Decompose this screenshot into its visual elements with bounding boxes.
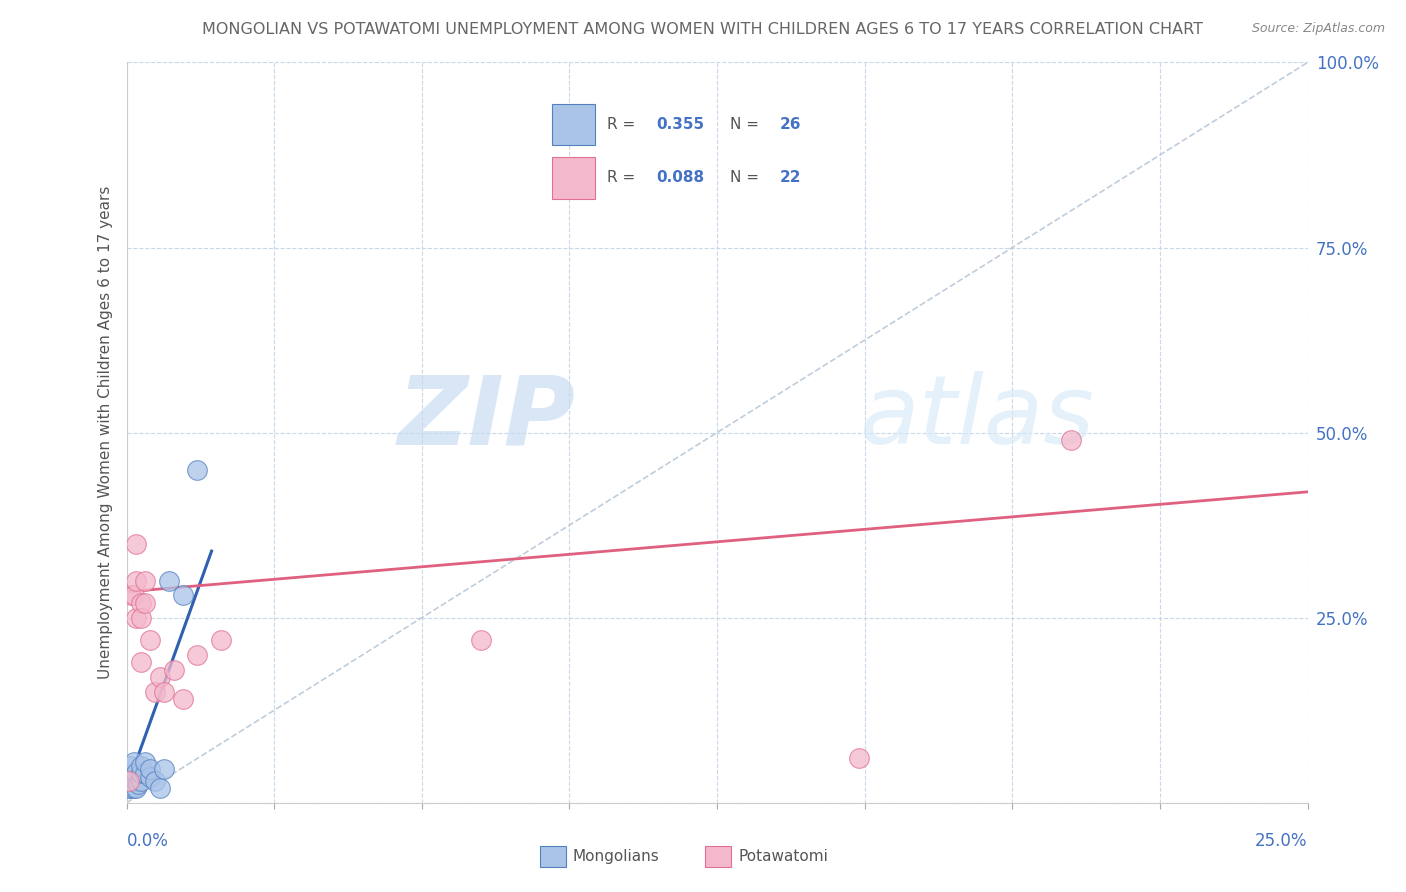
Point (163, 663, 186, 677)
Point (143, 773, 166, 788)
Point (153, 685, 176, 699)
Point (120, 773, 142, 788)
Point (125, 780, 148, 795)
Point (120, 589, 142, 603)
Point (120, 770, 142, 784)
Point (143, 685, 166, 699)
Point (129, 610, 152, 624)
Point (139, 770, 162, 784)
Point (129, 655, 152, 669)
Point (470, 632, 492, 647)
Point (122, 755, 145, 769)
Point (134, 596, 156, 610)
Point (139, 763, 162, 777)
Point (122, 589, 145, 603)
Text: atlas: atlas (859, 371, 1094, 465)
Point (125, 773, 148, 788)
Point (121, 773, 143, 788)
Point (120, 758, 142, 772)
Point (149, 780, 172, 795)
Point (149, 670, 172, 684)
Point (153, 763, 176, 777)
FancyBboxPatch shape (706, 847, 731, 867)
FancyBboxPatch shape (540, 847, 565, 867)
Point (129, 596, 152, 610)
Point (122, 780, 145, 795)
Point (134, 766, 156, 780)
Text: Source: ZipAtlas.com: Source: ZipAtlas.com (1251, 22, 1385, 36)
Text: ZIP: ZIP (398, 371, 575, 465)
Y-axis label: Unemployment Among Women with Children Ages 6 to 17 years: Unemployment Among Women with Children A… (97, 186, 112, 680)
Point (172, 589, 194, 603)
Point (127, 777, 149, 791)
Point (848, 751, 870, 765)
Point (129, 758, 152, 772)
Point (209, 632, 232, 647)
Point (125, 766, 148, 780)
Point (125, 574, 148, 588)
Point (129, 773, 152, 788)
Point (118, 780, 141, 795)
Text: Potawatomi: Potawatomi (738, 849, 828, 864)
Point (139, 632, 162, 647)
Text: MONGOLIAN VS POTAWATOMI UNEMPLOYMENT AMONG WOMEN WITH CHILDREN AGES 6 TO 17 YEAR: MONGOLIAN VS POTAWATOMI UNEMPLOYMENT AMO… (202, 22, 1204, 37)
Point (120, 780, 142, 795)
Point (134, 755, 156, 769)
Point (125, 610, 148, 624)
Text: 25.0%: 25.0% (1256, 832, 1308, 850)
Text: 0.0%: 0.0% (127, 832, 169, 850)
Point (1060, 433, 1083, 447)
Point (118, 773, 141, 788)
Point (121, 766, 143, 780)
Point (172, 692, 194, 706)
Point (129, 766, 152, 780)
Point (134, 574, 156, 588)
Point (157, 574, 180, 588)
Point (186, 462, 208, 476)
Text: Mongolians: Mongolians (574, 849, 659, 864)
Point (125, 536, 148, 550)
Point (186, 648, 208, 662)
